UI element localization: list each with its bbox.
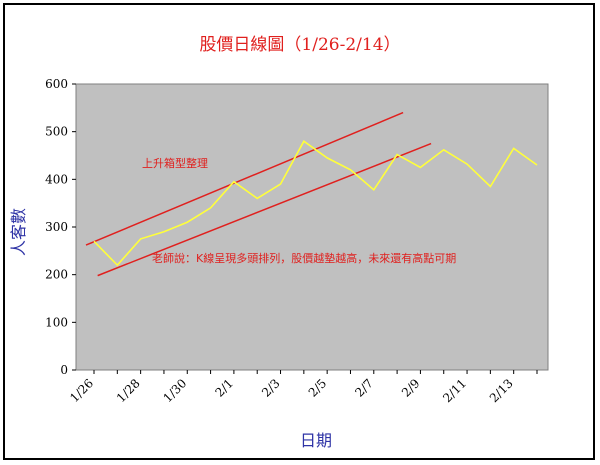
x-tick-label: 1/26 xyxy=(67,376,96,405)
annotation-teacher-note: 老師說：K線呈現多頭排列，股價越墊越高，未來還有高點可期 xyxy=(152,251,456,265)
x-tick-label: 2/13 xyxy=(487,376,516,405)
y-tick-label: 500 xyxy=(45,125,68,139)
y-tick-label: 400 xyxy=(45,172,68,186)
chart-title: 股價日線圖（1/26-2/14） xyxy=(199,35,400,55)
y-axis-label: 人客數 xyxy=(9,208,28,256)
y-tick-label: 600 xyxy=(45,77,68,91)
y-tick-label: 200 xyxy=(45,268,68,282)
x-tick-label: 2/5 xyxy=(306,376,330,400)
y-tick-label: 0 xyxy=(60,363,68,377)
upper-trend-line xyxy=(85,111,404,246)
y-axis-ticks: 0 100 200 300 400 500 600 xyxy=(45,77,76,377)
x-axis-label: 日期 xyxy=(300,431,332,450)
x-axis-ticks: 1/26 1/28 1/30 2/1 2/3 2/5 2/7 2/9 2/11 2/13 xyxy=(67,370,538,405)
chart-frame xyxy=(3,3,595,460)
y-tick-label: 300 xyxy=(45,220,68,234)
x-tick-label: 1/30 xyxy=(160,376,189,405)
lower-trend-line xyxy=(97,142,432,277)
series-line xyxy=(93,140,538,267)
x-tick-label: 1/28 xyxy=(114,376,143,405)
x-tick-label: 2/1 xyxy=(212,376,236,400)
annotation-box-trend: 上升箱型整理 xyxy=(142,156,208,170)
x-tick-label: 2/3 xyxy=(259,376,283,400)
x-tick-label: 2/7 xyxy=(352,376,376,400)
plot-area xyxy=(75,83,549,371)
trend-lines xyxy=(85,111,432,277)
x-tick-label: 2/11 xyxy=(440,376,469,405)
x-tick-label: 2/9 xyxy=(399,376,423,400)
y-tick-label: 100 xyxy=(45,315,68,329)
